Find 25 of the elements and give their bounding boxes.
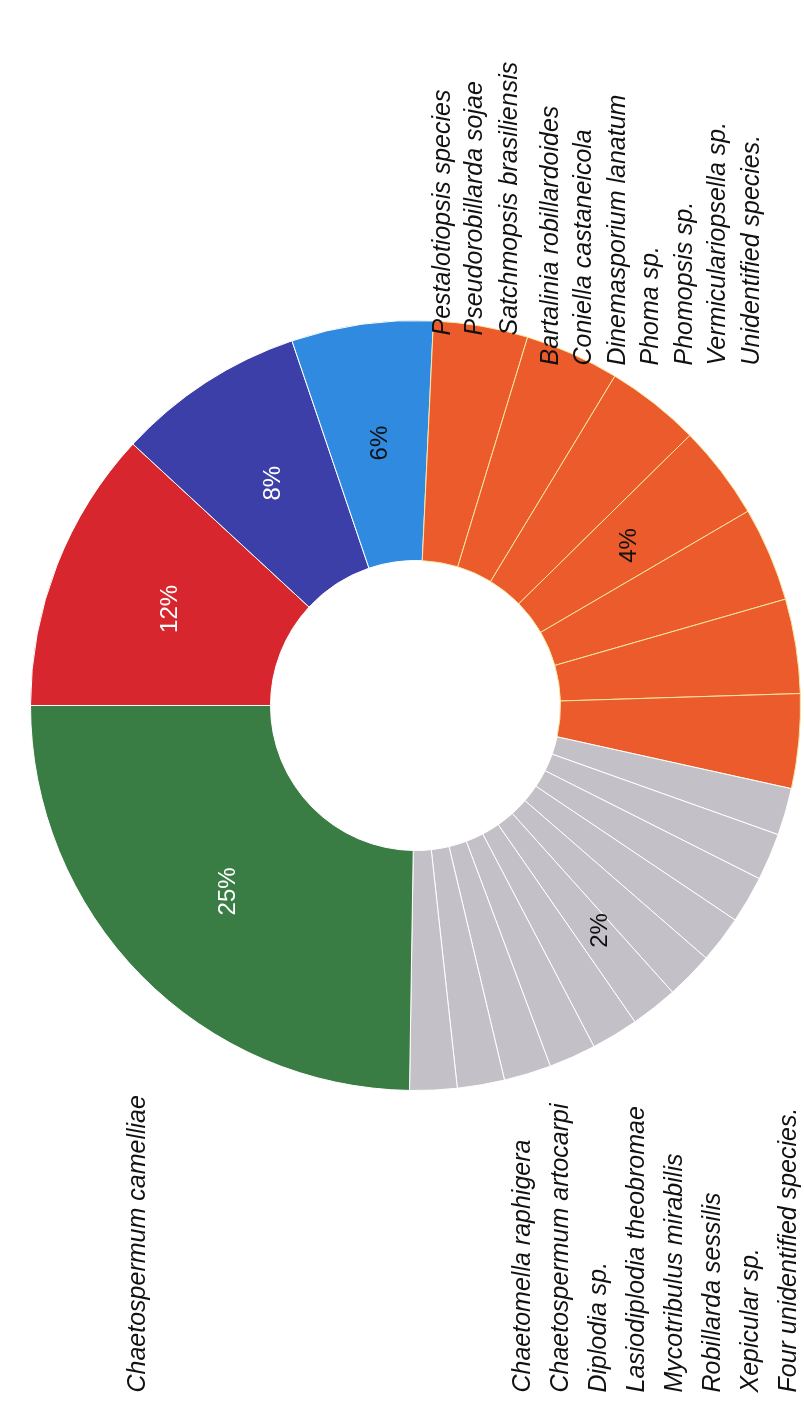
text: Phomopsis sp.	[668, 201, 697, 366]
text: Coniella castaneicola	[568, 129, 596, 366]
text: Dinemasporium lanatum	[601, 94, 630, 366]
text: Pestalotiopsis species	[426, 89, 455, 336]
text: Four unidentified species.	[772, 1107, 801, 1393]
data-label: 25%	[213, 867, 241, 916]
text: Robillarda sessilis	[696, 1192, 725, 1393]
text: Mycotribulus mirabilis	[658, 1153, 687, 1393]
text: Lasiodiplodia theobromae	[620, 1106, 649, 1393]
data-label: 8%	[257, 465, 285, 501]
text: Diplodia sp.	[582, 1261, 611, 1393]
text: Vermiculariopsella sp.	[702, 121, 730, 366]
text: Satchmopsis brasiliensis	[493, 61, 522, 336]
text: 4%	[614, 528, 641, 563]
text: Chaetospermum camelliae	[121, 1095, 150, 1393]
text: 2%	[585, 913, 612, 948]
data-label: 6%	[365, 425, 393, 461]
text: Xepicular sp.	[734, 1247, 763, 1394]
text: Unidentified species.	[735, 134, 764, 366]
data-label: 12%	[155, 584, 183, 633]
text: Phoma sp.	[635, 245, 663, 366]
text: Chaetospermum artocarpi	[544, 1102, 573, 1393]
text: Chaetomella raphigera	[506, 1139, 535, 1393]
text: Pseudorobillarda sojae	[458, 81, 487, 336]
text: Bartalinia robillardoides	[534, 105, 563, 366]
